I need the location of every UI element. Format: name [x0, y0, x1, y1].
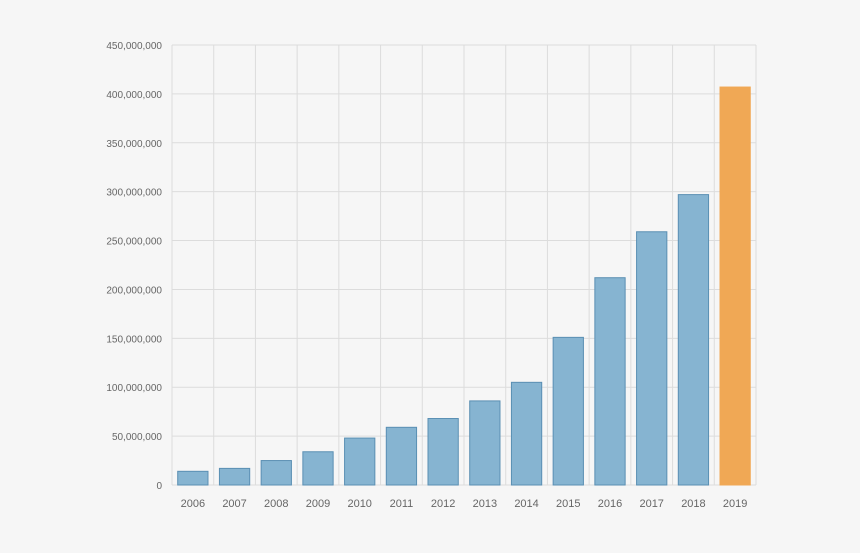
- svg-text:2016: 2016: [598, 498, 622, 510]
- svg-text:400,000,000: 400,000,000: [106, 90, 162, 101]
- svg-text:450,000,000: 450,000,000: [106, 41, 162, 52]
- svg-text:50,000,000: 50,000,000: [112, 432, 162, 443]
- svg-text:2006: 2006: [181, 498, 205, 510]
- svg-text:200,000,000: 200,000,000: [106, 285, 162, 296]
- svg-text:2008: 2008: [264, 498, 288, 510]
- svg-text:100,000,000: 100,000,000: [106, 383, 162, 394]
- svg-text:2011: 2011: [390, 498, 414, 510]
- svg-text:350,000,000: 350,000,000: [106, 139, 162, 150]
- svg-text:2015: 2015: [556, 498, 580, 510]
- svg-text:300,000,000: 300,000,000: [106, 188, 162, 199]
- svg-text:2007: 2007: [222, 498, 246, 510]
- svg-text:2017: 2017: [639, 498, 663, 510]
- svg-text:2012: 2012: [431, 498, 455, 510]
- svg-text:2010: 2010: [347, 498, 371, 510]
- svg-text:2014: 2014: [514, 498, 538, 510]
- svg-text:2013: 2013: [473, 498, 497, 510]
- svg-text:2019: 2019: [723, 498, 747, 510]
- svg-text:2018: 2018: [681, 498, 705, 510]
- svg-text:250,000,000: 250,000,000: [106, 237, 162, 248]
- svg-text:150,000,000: 150,000,000: [106, 334, 162, 345]
- svg-text:2009: 2009: [306, 498, 330, 510]
- svg-text:0: 0: [156, 481, 162, 492]
